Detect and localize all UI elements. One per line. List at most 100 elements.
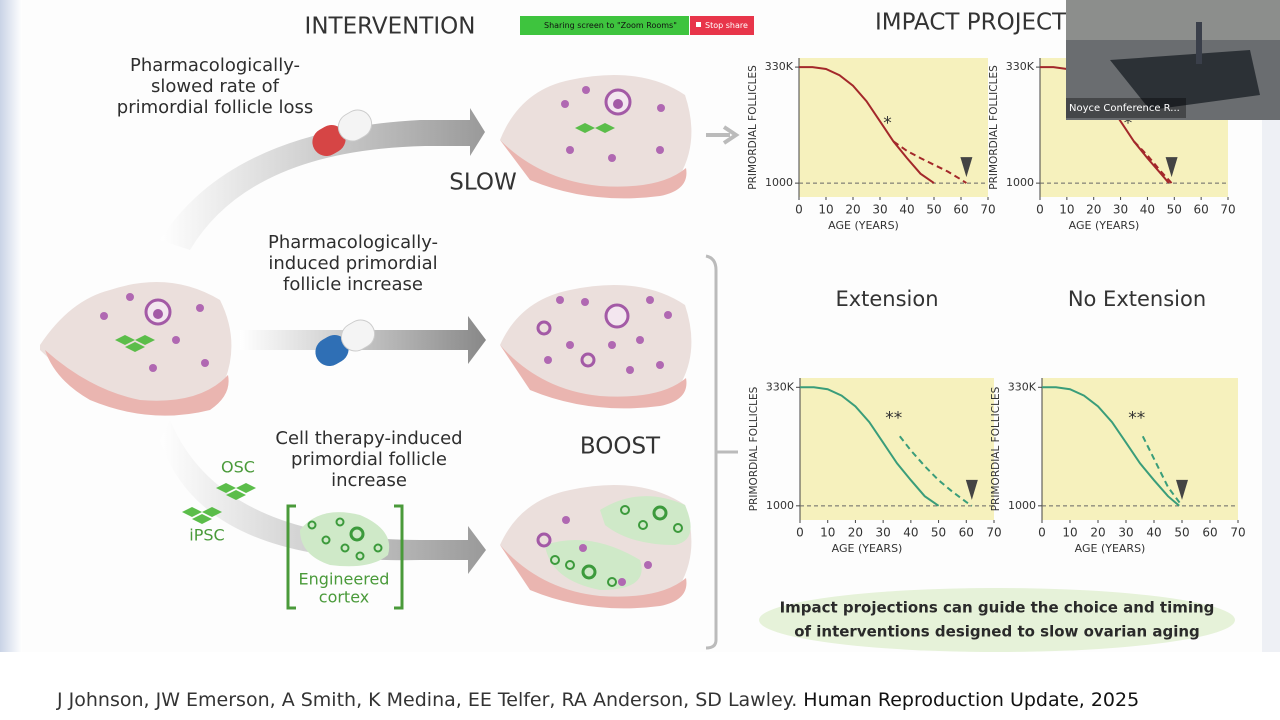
x-tick-label: 0 bbox=[1038, 526, 1046, 540]
slide-edge bbox=[1262, 0, 1280, 652]
y-tick-label: 330K bbox=[765, 60, 794, 73]
ovary bbox=[500, 75, 692, 199]
x-tick-label: 0 bbox=[1036, 203, 1044, 217]
x-tick-label: 70 bbox=[1220, 203, 1235, 217]
series-line bbox=[799, 66, 935, 184]
x-tick-label: 50 bbox=[926, 203, 941, 217]
label-line: slowed rate of bbox=[151, 76, 280, 97]
x-tick-label: 20 bbox=[848, 526, 863, 540]
share-text: Sharing screen to "Zoom Rooms" bbox=[544, 21, 677, 30]
annotation: ** bbox=[1128, 408, 1145, 428]
citation-authors: J Johnson, JW Emerson, A Smith, K Medina… bbox=[56, 689, 797, 711]
x-axis-label: AGE (YEARS) bbox=[1069, 219, 1140, 232]
x-tick-label: 40 bbox=[903, 526, 918, 540]
series-line bbox=[899, 435, 973, 507]
x-tick-label: 20 bbox=[1090, 526, 1105, 540]
slow-label: SLOW bbox=[449, 170, 516, 196]
x-tick-label: 70 bbox=[986, 526, 1001, 540]
citation-journal: Human Reproduction Update, 2025 bbox=[803, 689, 1139, 711]
osc-label: OSC bbox=[221, 458, 255, 477]
label-line: induced primordial bbox=[268, 253, 437, 274]
x-tick-label: 50 bbox=[931, 526, 946, 540]
label-line: follicle increase bbox=[283, 274, 423, 295]
end-marker bbox=[1165, 157, 1178, 178]
x-tick-label: 40 bbox=[1140, 203, 1155, 217]
note-bubble bbox=[759, 588, 1235, 652]
series-line bbox=[1042, 386, 1180, 507]
right-title: IMPACT PROJECT bbox=[875, 10, 1067, 36]
ovary bbox=[500, 285, 692, 409]
y-tick-label: 1000 bbox=[1008, 499, 1036, 512]
note-line: Impact projections can guide the choice … bbox=[780, 599, 1215, 617]
cortex-label: Engineered bbox=[299, 570, 390, 589]
note-line: of interventions designed to slow ovaria… bbox=[794, 623, 1200, 641]
arrow bbox=[160, 108, 485, 250]
x-tick-label: 70 bbox=[1230, 526, 1245, 540]
no-extension-heading: No Extension bbox=[1068, 287, 1206, 311]
x-tick-label: 70 bbox=[980, 203, 995, 217]
label-line: primordial follicle loss bbox=[117, 97, 313, 118]
annotation: * bbox=[1124, 114, 1133, 134]
arrow bbox=[706, 125, 740, 145]
end-marker bbox=[1176, 479, 1188, 500]
x-tick-label: 10 bbox=[1059, 203, 1074, 217]
y-axis-label: PRIMORDIAL FOLLICLES bbox=[748, 386, 760, 511]
pill bbox=[312, 109, 373, 156]
annotation: * bbox=[883, 114, 892, 134]
label-line: Pharmacologically- bbox=[268, 232, 438, 253]
annotation: ** bbox=[885, 408, 902, 428]
plot-area bbox=[800, 378, 994, 520]
y-tick-label: 1000 bbox=[1006, 176, 1034, 189]
x-tick-label: 60 bbox=[959, 526, 974, 540]
x-tick-label: 30 bbox=[1118, 526, 1133, 540]
y-axis-label: PRIMORDIAL FOLLICLES bbox=[990, 386, 1002, 511]
x-axis-label: AGE (YEARS) bbox=[832, 542, 903, 555]
bracket bbox=[705, 254, 738, 650]
ipsc-label: iPSC bbox=[189, 526, 224, 545]
x-tick-label: 20 bbox=[845, 203, 860, 217]
citation: J Johnson, JW Emerson, A Smith, K Medina… bbox=[56, 689, 1139, 711]
end-marker bbox=[965, 479, 978, 500]
series-line bbox=[1141, 435, 1183, 507]
label-line: increase bbox=[331, 470, 407, 491]
x-axis-label: AGE (YEARS) bbox=[1075, 542, 1146, 555]
stop-icon bbox=[696, 22, 701, 27]
stop-share-text: Stop share bbox=[705, 21, 748, 30]
left-title: INTERVENTION bbox=[305, 14, 476, 40]
participant-video[interactable]: Noyce Conference R... bbox=[1066, 0, 1280, 120]
x-tick-label: 60 bbox=[1202, 526, 1217, 540]
participant-name: Noyce Conference R... bbox=[1069, 103, 1180, 114]
x-tick-label: 0 bbox=[796, 526, 804, 540]
y-axis-label: PRIMORDIAL FOLLICLES bbox=[747, 65, 759, 190]
ovary bbox=[500, 485, 692, 609]
x-tick-label: 20 bbox=[1086, 203, 1101, 217]
series-line bbox=[800, 386, 940, 507]
plot-area bbox=[1042, 378, 1238, 520]
pill bbox=[315, 319, 376, 366]
extension-heading: Extension bbox=[835, 287, 938, 311]
x-tick-label: 50 bbox=[1167, 203, 1182, 217]
share-banner[interactable] bbox=[520, 16, 689, 35]
x-tick-label: 10 bbox=[820, 526, 835, 540]
label-line: Cell therapy-induced bbox=[275, 428, 462, 449]
y-tick-label: 1000 bbox=[766, 499, 794, 512]
x-tick-label: 50 bbox=[1174, 526, 1189, 540]
cortex-label: cortex bbox=[319, 588, 369, 607]
engineered-cortex bbox=[182, 483, 404, 610]
x-tick-label: 30 bbox=[876, 526, 891, 540]
y-tick-label: 330K bbox=[1006, 60, 1035, 73]
y-axis-label: PRIMORDIAL FOLLICLES bbox=[988, 65, 1000, 190]
x-tick-label: 40 bbox=[899, 203, 914, 217]
label-line: primordial follicle bbox=[291, 449, 447, 470]
x-tick-label: 10 bbox=[818, 203, 833, 217]
end-marker bbox=[960, 157, 973, 178]
stop-share-button[interactable] bbox=[690, 16, 754, 35]
x-tick-label: 40 bbox=[1146, 526, 1161, 540]
x-tick-label: 60 bbox=[1194, 203, 1209, 217]
x-tick-label: 60 bbox=[953, 203, 968, 217]
y-tick-label: 330K bbox=[766, 380, 795, 393]
x-tick-label: 30 bbox=[872, 203, 887, 217]
x-tick-label: 30 bbox=[1113, 203, 1128, 217]
